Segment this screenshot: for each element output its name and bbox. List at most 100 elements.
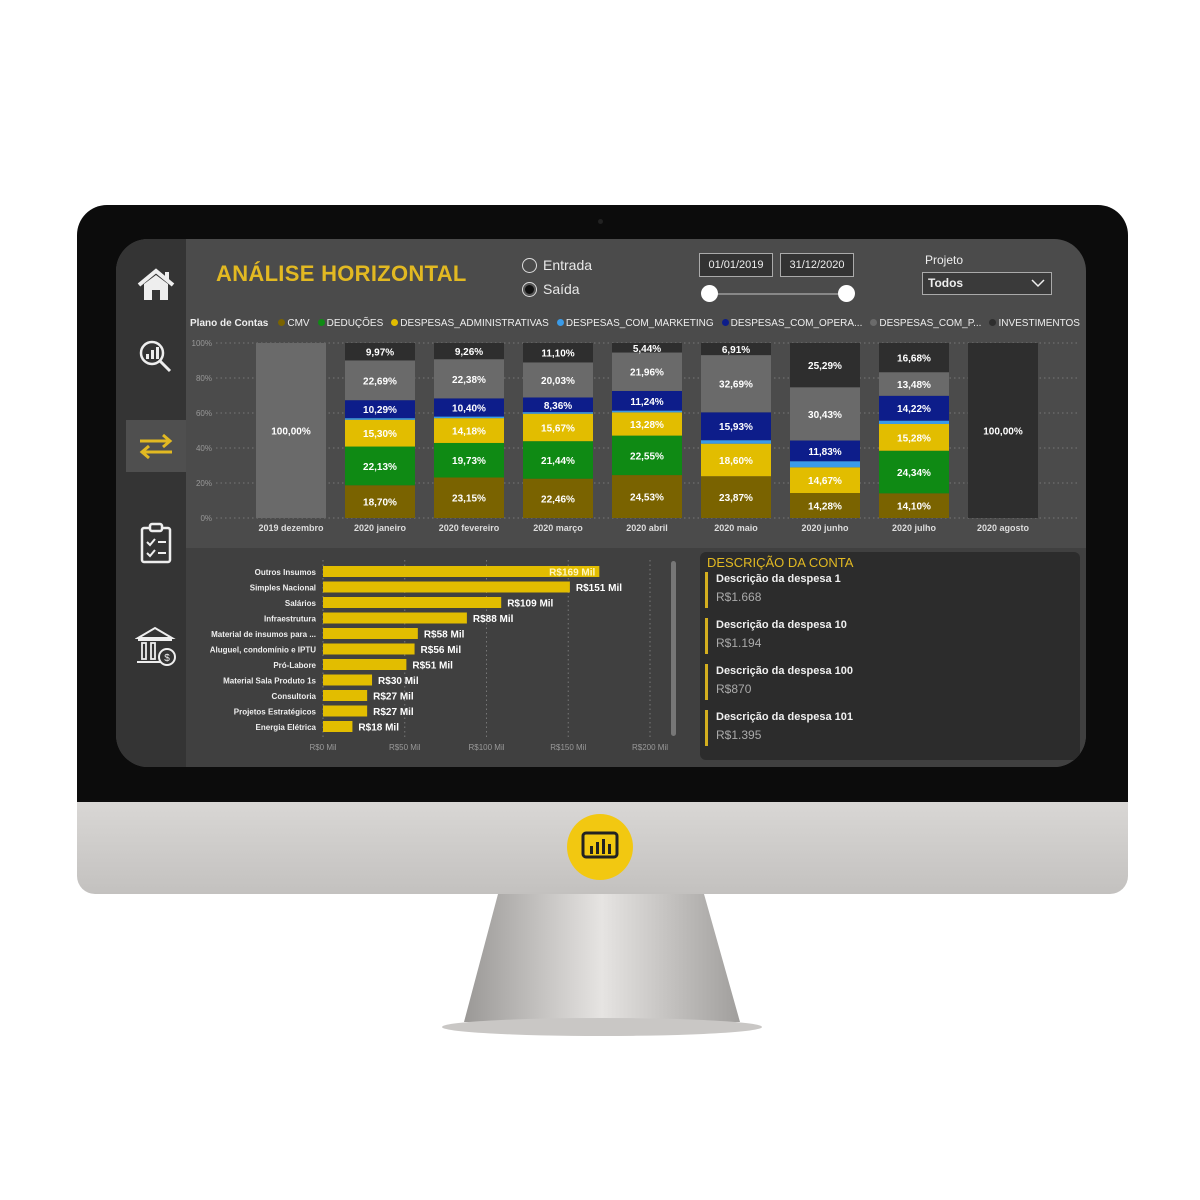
bar-segment [790, 461, 860, 468]
data-label: R$88 Mil [473, 614, 514, 625]
sidebar-item-bank[interactable]: $ [126, 620, 186, 672]
bar-segment [345, 400, 415, 419]
radio-label: Entrada [543, 257, 593, 273]
data-label: R$30 Mil [378, 676, 419, 687]
legend-label: DESPESAS_COM_P... [879, 318, 982, 329]
project-dropdown[interactable]: Todos [922, 272, 1052, 295]
sidebar-item-home[interactable] [126, 259, 186, 311]
category-label: Aluguel, condomínio e IPTU [210, 646, 316, 655]
x-tick-label: R$200 Mil [632, 743, 668, 752]
data-label: 15,30% [363, 429, 397, 440]
data-label: R$169 Mil [549, 568, 595, 579]
bar-segment [612, 343, 682, 353]
category-label: Material de insumos para ... [211, 630, 316, 639]
radio-entrada[interactable]: Entrada [522, 257, 592, 273]
sidebar-item-horizontal-analysis[interactable] [126, 420, 186, 472]
radio-circle[interactable] [522, 281, 537, 297]
legend-item[interactable]: DESPESAS_COM_OPERA... [721, 318, 862, 329]
sidebar-item-checklist[interactable] [126, 517, 186, 569]
legend-label: DESPESAS_ADMINISTRATIVAS [400, 318, 549, 329]
bar-segment [434, 416, 504, 419]
date-slider-end-handle[interactable] [838, 285, 855, 302]
bar-segment [879, 343, 949, 373]
data-label: 21,96% [630, 368, 664, 379]
dashboard-screen: $ ANÁLISE HORIZONTAL Entrada Saída 01/01… [116, 239, 1086, 767]
bar [323, 566, 600, 577]
legend-title: Plano de Contas [190, 318, 269, 329]
bar-segment [612, 435, 682, 476]
expense-name: Descrição da despesa 10 [716, 619, 847, 631]
bar [323, 659, 407, 670]
sidebar-item-analysis[interactable] [126, 331, 186, 383]
legend-item[interactable]: DESPESAS_COM_MARKETING [556, 318, 714, 329]
bar-segment [879, 372, 949, 396]
date-start-input[interactable]: 01/01/2019 [699, 253, 773, 277]
data-label: 25,29% [808, 361, 842, 372]
category-label: Projetos Estratégicos [234, 708, 317, 717]
data-label: 11,24% [630, 397, 663, 408]
legend-label: CMV [287, 318, 310, 329]
data-label: 22,55% [630, 451, 664, 462]
radio-saida[interactable]: Saída [522, 281, 580, 297]
data-label: 21,44% [541, 456, 575, 467]
data-label: 22,69% [363, 376, 397, 387]
date-slider-start-handle[interactable] [701, 285, 718, 302]
bar [323, 628, 418, 639]
bar-segment [434, 418, 504, 443]
bar-segment [523, 362, 593, 398]
bar-segment [701, 343, 771, 356]
data-label: R$51 Mil [412, 661, 453, 672]
y-tick-label: 40% [196, 444, 212, 453]
data-label: R$151 Mil [576, 583, 622, 594]
bar-segment [612, 410, 682, 413]
legend-item[interactable]: DEDUÇÕES [317, 318, 383, 329]
radio-circle[interactable] [522, 257, 537, 273]
monitor-camera [598, 219, 603, 224]
legend-item[interactable]: INVESTIMENTOS [989, 318, 1080, 329]
data-label: 9,26% [455, 347, 483, 358]
data-label: 8,36% [544, 401, 572, 412]
data-label: R$27 Mil [373, 692, 414, 703]
x-tick-label: 2020 maio [714, 523, 758, 533]
description-card[interactable]: Descrição da despesa 1 R$1.668 [705, 572, 841, 608]
expense-value: R$1.395 [716, 728, 762, 742]
data-label: 22,38% [452, 375, 486, 386]
legend-item[interactable]: CMV [278, 318, 310, 329]
legend-item[interactable]: DESPESAS_ADMINISTRATIVAS [391, 318, 549, 329]
legend-label: INVESTIMENTOS [998, 318, 1080, 329]
description-card[interactable]: Descrição da despesa 10 R$1.194 [705, 618, 847, 654]
expense-value: R$870 [716, 682, 752, 696]
category-label: Material Sala Produto 1s [223, 677, 316, 686]
horizontal-bar-chart: R$0 Mil R$50 Mil R$100 Mil R$150 Mil R$200 M… [210, 560, 668, 752]
x-tick-label: 2020 abril [626, 523, 668, 533]
description-card[interactable]: Descrição da despesa 100 R$870 [705, 664, 853, 700]
legend-dot-icon [317, 319, 325, 326]
bar-chart-scrollbar[interactable] [671, 561, 676, 736]
x-tick-label: 2020 julho [892, 523, 937, 533]
data-label: 16,68% [897, 354, 931, 365]
bar [323, 674, 373, 686]
date-slider-track[interactable] [709, 293, 846, 295]
expense-value: R$1.668 [716, 590, 762, 604]
legend-item[interactable]: DESPESAS_COM_P... [870, 318, 981, 329]
bar-segment [968, 343, 1038, 518]
x-tick-label: R$0 Mil [309, 743, 336, 752]
data-label: R$56 Mil [421, 645, 462, 656]
bar [323, 690, 368, 701]
date-end-input[interactable]: 31/12/2020 [780, 253, 854, 277]
chevron-down-icon [1031, 279, 1045, 288]
bar-segment [345, 343, 415, 361]
data-label: R$58 Mil [424, 630, 465, 641]
bar-segment [701, 355, 771, 413]
bar-segment [434, 359, 504, 399]
powerbi-logo-icon [567, 814, 633, 880]
data-label: R$27 Mil [373, 707, 414, 718]
legend-dot-icon [278, 319, 286, 326]
description-card[interactable]: Descrição da despesa 101 R$1.395 [705, 710, 853, 746]
data-label: 15,93% [719, 422, 753, 433]
bar [323, 597, 502, 608]
data-label: 6,91% [722, 345, 750, 356]
bar-segment [701, 440, 771, 444]
expense-name: Descrição da despesa 101 [716, 711, 853, 723]
category-label: Simples Nacional [250, 584, 316, 593]
